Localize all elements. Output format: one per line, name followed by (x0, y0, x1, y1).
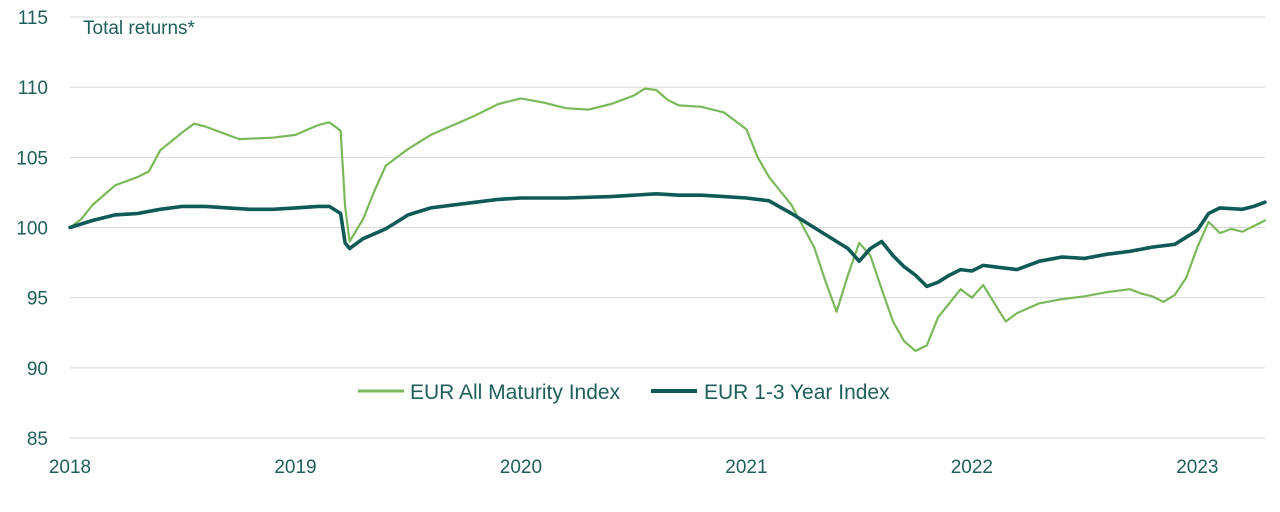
y-tick-label: 95 (27, 289, 48, 310)
x-tick-label: 2022 (951, 457, 993, 478)
y-tick-label: 110 (18, 78, 48, 99)
legend-label-all-maturity: EUR All Maturity Index (410, 381, 621, 404)
x-tick-label: 2018 (49, 457, 91, 478)
x-tick-label: 2021 (725, 457, 767, 478)
y-tick-label: 115 (18, 8, 48, 29)
series-line-1 (68, 192, 1267, 289)
y-tick-label: 90 (27, 359, 48, 380)
legend: EUR All Maturity Index EUR 1-3 Year Inde… (358, 381, 890, 404)
y-tick-label: 85 (27, 429, 48, 450)
x-tick-label: 2023 (1176, 457, 1218, 478)
series-line-0 (68, 87, 1267, 353)
y-axis-ticks: 85 90 95 100 105 110 115 (16, 8, 48, 450)
y-tick-label: 105 (16, 148, 48, 169)
x-tick-label: 2019 (274, 457, 316, 478)
x-tick-label: 2020 (500, 457, 542, 478)
y-tick-label: 100 (16, 219, 48, 240)
gridlines (70, 16, 1265, 439)
legend-label-1-3-year: EUR 1-3 Year Index (704, 381, 890, 404)
series-lines (68, 87, 1267, 353)
x-axis-ticks: 2018 2019 2020 2021 2022 2023 (49, 457, 1219, 478)
chart-title: Total returns* (83, 18, 196, 39)
